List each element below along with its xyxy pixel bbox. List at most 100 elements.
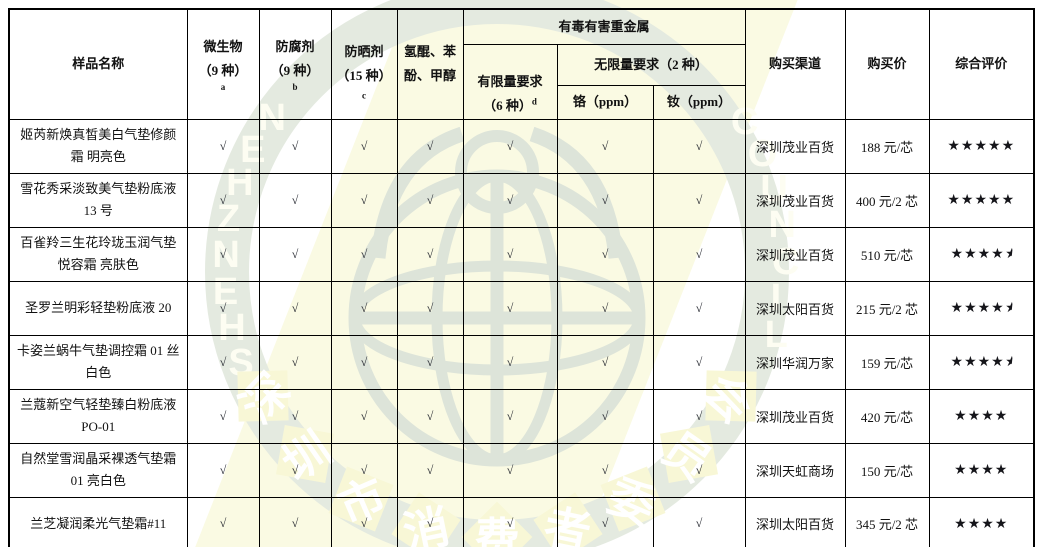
half-star-icon: ★ — [1003, 354, 1013, 371]
col-header-neodymium: 钕（ppm） — [652, 84, 746, 120]
col-header-sample-name: 样品名称 — [8, 8, 188, 120]
check-mark-cell: √ — [652, 388, 746, 444]
test-results-table: 样品名称 微生物 （9 种） a 防腐剂 （9 种） b 防晒剂 （15 种） c 氢… — [8, 8, 1035, 547]
col-header-limited-metals: 有限量要求 （6 种）d — [462, 43, 558, 120]
sample-name-cell: 百雀羚三生花玲珑玉润气垫悦容霜 亮肤色 — [8, 226, 188, 282]
sample-name-cell: 雪花秀采淡致美气垫粉底液 13 号 — [8, 172, 188, 228]
check-mark-cell: √ — [556, 226, 654, 282]
star-icons: ★★★★ — [950, 246, 1005, 263]
purchase-channel-cell: 深圳太阳百货 — [744, 280, 846, 336]
purchase-channel-cell: 深圳天虹商场 — [744, 442, 846, 498]
preservatives-footnote: b — [292, 82, 298, 93]
col-header-unlimited-metals: 无限量要求（2 种） — [556, 43, 746, 86]
check-mark-cell: √ — [396, 388, 464, 444]
check-mark-cell: √ — [186, 496, 260, 547]
check-mark-cell: √ — [330, 172, 398, 228]
check-mark-cell: √ — [652, 334, 746, 390]
sample-name-cell: 自然堂雪润晶采裸透气垫霜 01 亮白色 — [8, 442, 188, 498]
star-icons: ★★★★★ — [947, 138, 1016, 155]
check-mark-cell: √ — [652, 226, 746, 282]
sample-name-cell: 卡姿兰蜗牛气垫调控霜 01 丝白色 — [8, 334, 188, 390]
purchase-price-cell: 215 元/2 芯 — [844, 280, 930, 336]
check-mark-cell: √ — [652, 442, 746, 498]
purchase-channel-cell: 深圳华润万家 — [744, 334, 846, 390]
header-row-3: 铬（ppm） 钕（ppm） — [9, 84, 1034, 120]
check-mark-cell: √ — [396, 442, 464, 498]
col-header-sunscreen: 防晒剂 （15 种） c — [330, 8, 398, 120]
check-mark-cell: √ — [652, 496, 746, 547]
purchase-price-cell: 420 元/芯 — [844, 388, 930, 444]
check-mark-cell: √ — [462, 280, 558, 336]
sample-name-cell: 圣罗兰明彩轻垫粉底液 20 — [8, 280, 188, 336]
col-header-heavy-metals-group: 有毒有害重金属 — [462, 8, 746, 45]
rating-stars-cell: ★★★★★ — [928, 334, 1035, 390]
check-mark-cell: √ — [258, 226, 332, 282]
check-mark-cell: √ — [652, 118, 746, 174]
star-icons: ★★★★★ — [947, 192, 1016, 209]
purchase-price-cell: 188 元/芯 — [844, 118, 930, 174]
check-mark-cell: √ — [396, 334, 464, 390]
check-mark-cell: √ — [556, 172, 654, 228]
rating-stars-cell: ★★★★ — [928, 496, 1035, 547]
purchase-price-cell: 345 元/2 芯 — [844, 496, 930, 547]
check-mark-cell: √ — [258, 388, 332, 444]
purchase-price-cell: 159 元/芯 — [844, 334, 930, 390]
check-mark-cell: √ — [396, 226, 464, 282]
col-header-hydroquinone: 氢醌、苯 酚、甲醇 — [396, 8, 464, 120]
half-star-icon: ★ — [1003, 300, 1013, 317]
check-mark-cell: √ — [462, 334, 558, 390]
star-icons: ★★★★ — [954, 515, 1009, 532]
sample-row: 百雀羚三生花玲珑玉润气垫悦容霜 亮肤色 √ √ √ √ √ √ √ 深圳茂业百货 510 元/芯 ★… — [8, 226, 1035, 282]
rating-stars-cell: ★★★★★ — [928, 280, 1035, 336]
col-header-purchase-channel: 购买渠道 — [744, 8, 846, 120]
sunscreen-footnote: c — [362, 91, 366, 102]
check-mark-cell: √ — [556, 442, 654, 498]
check-mark-cell: √ — [462, 118, 558, 174]
col-header-overall-rating: 综合评价 — [928, 8, 1035, 120]
sample-row: 自然堂雪润晶采裸透气垫霜 01 亮白色 √ √ √ √ √ √ √ 深圳天虹商场 150 元/芯 ★… — [8, 442, 1035, 498]
check-mark-cell: √ — [396, 496, 464, 547]
check-mark-cell: √ — [396, 172, 464, 228]
star-icons: ★★★★ — [954, 462, 1009, 479]
check-mark-cell: √ — [186, 442, 260, 498]
sample-row: 圣罗兰明彩轻垫粉底液 20 √ √ √ √ √ √ √ 深圳太阳百货 215 元/2 芯 ★★★★★ — [8, 280, 1035, 336]
check-mark-cell: √ — [186, 334, 260, 390]
col-header-microbes: 微生物 （9 种） a — [186, 8, 260, 120]
check-mark-cell: √ — [330, 496, 398, 547]
check-mark-cell: √ — [258, 118, 332, 174]
sample-row: 雪花秀采淡致美气垫粉底液 13 号 √ √ √ √ √ √ √ 深圳茂业百货 400 元/2 芯 ★… — [8, 172, 1035, 228]
rating-stars-cell: ★★★★★ — [928, 226, 1035, 282]
check-mark-cell: √ — [462, 172, 558, 228]
check-mark-cell: √ — [556, 118, 654, 174]
check-mark-cell: √ — [186, 226, 260, 282]
limited-metals-label: 有限量要求 （6 种） — [477, 73, 543, 113]
check-mark-cell: √ — [186, 388, 260, 444]
check-mark-cell: √ — [462, 226, 558, 282]
check-mark-cell: √ — [258, 172, 332, 228]
col-header-chromium: 铬（ppm） — [556, 84, 654, 120]
check-mark-cell: √ — [330, 118, 398, 174]
check-mark-cell: √ — [652, 172, 746, 228]
check-mark-cell: √ — [330, 334, 398, 390]
sample-name-cell: 兰蔻新空气轻垫臻白粉底液 PO-01 — [8, 388, 188, 444]
check-mark-cell: √ — [556, 334, 654, 390]
check-mark-cell: √ — [258, 334, 332, 390]
rating-stars-cell: ★★★★ — [928, 442, 1035, 498]
sample-rows: 姬芮新焕真皙美白气垫修颜霜 明亮色 √ √ √ √ √ √ √ 深圳茂业百货 188 元/芯 ★★★… — [8, 118, 1035, 547]
sample-row: 姬芮新焕真皙美白气垫修颜霜 明亮色 √ √ √ √ √ √ √ 深圳茂业百货 188 元/芯 ★★★… — [8, 118, 1035, 174]
purchase-price-cell: 400 元/2 芯 — [844, 172, 930, 228]
sample-row: 兰芝凝润柔光气垫霜#11 √ √ √ √ √ √ √ 深圳太阳百货 345 元/2 芯 ★★★★ — [8, 496, 1035, 547]
sample-row: 兰蔻新空气轻垫臻白粉底液 PO-01 √ √ √ √ √ √ √ 深圳茂业百货 420 元/芯 ★★… — [8, 388, 1035, 444]
check-mark-cell: √ — [330, 280, 398, 336]
check-mark-cell: √ — [186, 118, 260, 174]
rating-stars-cell: ★★★★★ — [928, 172, 1035, 228]
header-row-1: 样品名称 微生物 （9 种） a 防腐剂 （9 种） b 防晒剂 （15 种） c 氢… — [8, 8, 1035, 120]
check-mark-cell: √ — [330, 226, 398, 282]
microbes-footnote: a — [220, 82, 226, 93]
purchase-channel-cell: 深圳太阳百货 — [744, 496, 846, 547]
sunscreen-label: 防晒剂 （15 种） — [336, 44, 392, 84]
microbes-label: 微生物 （9 种） — [198, 39, 248, 79]
sample-name-cell: 姬芮新焕真皙美白气垫修颜霜 明亮色 — [8, 118, 188, 174]
check-mark-cell: √ — [462, 442, 558, 498]
limited-metals-footnote: d — [531, 96, 537, 107]
